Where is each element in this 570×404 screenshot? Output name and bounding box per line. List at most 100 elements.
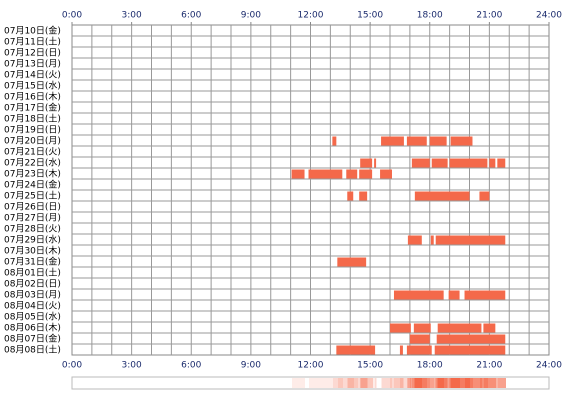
density-cell — [314, 378, 315, 388]
activity-bar — [414, 191, 470, 201]
density-cell — [304, 378, 305, 388]
row-label: 08月07日(金) — [4, 333, 61, 345]
density-cell — [321, 378, 322, 388]
density-cell — [333, 378, 334, 388]
density-cell — [401, 378, 402, 388]
density-cell — [428, 378, 429, 388]
activity-bar — [449, 158, 488, 168]
density-cell — [371, 378, 372, 388]
density-cell — [303, 378, 304, 388]
density-cell — [417, 378, 418, 388]
density-cell — [476, 378, 477, 388]
density-cell — [448, 378, 449, 388]
density-cell — [341, 378, 342, 388]
activity-bar — [308, 169, 343, 179]
density-cell — [475, 378, 476, 388]
density-cell — [313, 378, 314, 388]
density-cell — [455, 378, 456, 388]
density-cell — [351, 378, 352, 388]
density-cell — [408, 378, 409, 388]
density-cell — [409, 378, 410, 388]
density-cell — [484, 378, 485, 388]
x-tick-label: 9:00 — [241, 361, 261, 371]
x-tick-label: 12:00 — [298, 11, 324, 21]
density-cell — [301, 378, 302, 388]
density-cell — [335, 378, 336, 388]
density-cell — [348, 378, 349, 388]
density-cell — [501, 378, 502, 388]
density-cell — [354, 378, 355, 388]
density-cell — [310, 378, 311, 388]
density-cell — [316, 378, 317, 388]
density-cell — [358, 378, 359, 388]
density-cell — [444, 378, 445, 388]
density-cell — [445, 378, 446, 388]
density-cell — [317, 378, 318, 388]
density-cell — [420, 378, 421, 388]
density-cell — [349, 378, 350, 388]
x-tick-label: 9:00 — [241, 11, 261, 21]
density-cell — [386, 378, 387, 388]
density-cell — [392, 378, 393, 388]
density-cell — [297, 378, 298, 388]
density-cell — [323, 378, 324, 388]
activity-bar — [436, 334, 506, 344]
density-cell — [387, 378, 388, 388]
density-cell — [292, 378, 293, 388]
density-cell — [384, 378, 385, 388]
activity-bar — [359, 191, 368, 201]
density-cell — [399, 378, 400, 388]
row-label: 07月30日(木) — [4, 245, 61, 257]
density-cell — [300, 378, 301, 388]
density-cell — [430, 378, 431, 388]
density-cell — [324, 378, 325, 388]
density-cell — [496, 378, 497, 388]
density-cell — [471, 378, 472, 388]
density-cell — [320, 378, 321, 388]
density-cell — [490, 378, 491, 388]
density-cell — [393, 378, 394, 388]
density-cell — [337, 378, 338, 388]
density-cell — [415, 378, 416, 388]
activity-bar — [409, 334, 430, 344]
density-cell — [436, 378, 437, 388]
activity-bar — [497, 158, 506, 168]
density-cell — [488, 378, 489, 388]
activity-bar — [483, 323, 496, 333]
row-label: 07月27日(月) — [4, 213, 61, 224]
density-cell — [394, 378, 395, 388]
activity-bar — [337, 257, 367, 267]
density-cell — [429, 378, 430, 388]
density-cell — [495, 378, 496, 388]
x-tick-label: 24:00 — [536, 11, 562, 21]
activity-bar — [381, 136, 404, 146]
activity-bar — [399, 345, 403, 355]
activity-bar — [430, 235, 434, 245]
density-cell — [481, 378, 482, 388]
density-cell — [434, 378, 435, 388]
density-cell — [403, 378, 404, 388]
density-cell — [447, 378, 448, 388]
density-cell — [458, 378, 459, 388]
density-cell — [410, 378, 411, 388]
activity-bar — [411, 158, 430, 168]
density-cell — [463, 378, 464, 388]
density-cell — [411, 378, 412, 388]
density-cell — [339, 378, 340, 388]
density-cell — [296, 378, 297, 388]
x-tick-label: 6:00 — [181, 361, 201, 371]
density-cell — [450, 378, 451, 388]
density-cell — [369, 378, 370, 388]
density-cell — [487, 378, 488, 388]
density-cell — [322, 378, 323, 388]
density-cell — [299, 378, 300, 388]
density-cell — [466, 378, 467, 388]
density-cell — [344, 378, 345, 388]
row-label: 07月31日(金) — [4, 256, 61, 268]
density-cell — [398, 378, 399, 388]
activity-bar — [434, 345, 506, 355]
density-cell — [407, 378, 408, 388]
density-cell — [504, 378, 505, 388]
density-cell — [373, 378, 374, 388]
density-cell — [469, 378, 470, 388]
